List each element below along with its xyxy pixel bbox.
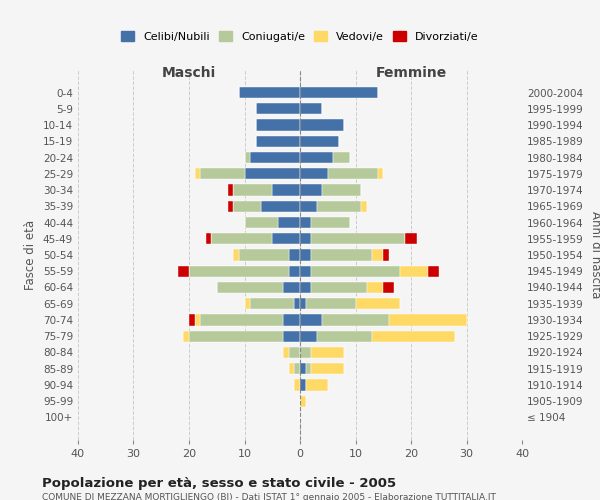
- Bar: [278, 217, 300, 228]
- Bar: [194, 168, 200, 179]
- Bar: [300, 298, 305, 310]
- Bar: [289, 250, 300, 260]
- Bar: [317, 200, 361, 212]
- Bar: [372, 250, 383, 260]
- Text: COMUNE DI MEZZANA MORTIGLIENGO (BI) - Dati ISTAT 1° gennaio 2005 - Elaborazione : COMUNE DI MEZZANA MORTIGLIENGO (BI) - Da…: [42, 492, 496, 500]
- Bar: [228, 200, 233, 212]
- Bar: [372, 330, 455, 342]
- Bar: [233, 250, 239, 260]
- Bar: [200, 168, 245, 179]
- Bar: [189, 266, 289, 277]
- Y-axis label: Anni di nascita: Anni di nascita: [589, 212, 600, 298]
- Bar: [245, 217, 278, 228]
- Bar: [300, 250, 311, 260]
- Bar: [383, 282, 394, 293]
- Bar: [311, 347, 344, 358]
- Bar: [300, 347, 311, 358]
- Bar: [239, 250, 289, 260]
- Bar: [245, 152, 250, 163]
- Bar: [361, 200, 367, 212]
- Text: Popolazione per età, sesso e stato civile - 2005: Popolazione per età, sesso e stato civil…: [42, 478, 396, 490]
- Bar: [256, 136, 300, 147]
- Bar: [256, 120, 300, 130]
- Bar: [289, 347, 300, 358]
- Bar: [305, 363, 311, 374]
- Bar: [300, 120, 344, 130]
- Bar: [228, 184, 233, 196]
- Bar: [194, 314, 200, 326]
- Bar: [300, 396, 305, 407]
- Bar: [211, 233, 272, 244]
- Bar: [283, 314, 300, 326]
- Bar: [178, 266, 189, 277]
- Bar: [300, 314, 322, 326]
- Bar: [311, 282, 367, 293]
- Bar: [428, 266, 439, 277]
- Bar: [295, 298, 300, 310]
- Bar: [261, 200, 300, 212]
- Legend: Celibi/Nubili, Coniugati/e, Vedovi/e, Divorziati/e: Celibi/Nubili, Coniugati/e, Vedovi/e, Di…: [118, 28, 482, 45]
- Bar: [322, 184, 361, 196]
- Bar: [300, 136, 339, 147]
- Bar: [334, 152, 350, 163]
- Bar: [300, 282, 311, 293]
- Bar: [289, 363, 295, 374]
- Bar: [300, 330, 317, 342]
- Bar: [233, 200, 261, 212]
- Bar: [300, 217, 311, 228]
- Bar: [305, 298, 355, 310]
- Bar: [300, 103, 322, 115]
- Bar: [245, 298, 250, 310]
- Bar: [283, 347, 289, 358]
- Bar: [383, 250, 389, 260]
- Bar: [311, 233, 406, 244]
- Bar: [367, 282, 383, 293]
- Bar: [300, 168, 328, 179]
- Bar: [300, 200, 317, 212]
- Bar: [295, 380, 300, 390]
- Bar: [184, 330, 189, 342]
- Bar: [305, 380, 328, 390]
- Bar: [389, 314, 467, 326]
- Bar: [317, 330, 372, 342]
- Bar: [311, 266, 400, 277]
- Bar: [250, 298, 295, 310]
- Bar: [400, 266, 428, 277]
- Text: Femmine: Femmine: [376, 66, 446, 80]
- Bar: [300, 184, 322, 196]
- Bar: [311, 217, 350, 228]
- Bar: [200, 314, 283, 326]
- Bar: [311, 250, 372, 260]
- Bar: [300, 380, 305, 390]
- Bar: [250, 152, 300, 163]
- Bar: [355, 298, 400, 310]
- Bar: [300, 152, 334, 163]
- Bar: [322, 314, 389, 326]
- Bar: [406, 233, 416, 244]
- Bar: [378, 168, 383, 179]
- Bar: [311, 363, 344, 374]
- Bar: [217, 282, 283, 293]
- Bar: [189, 330, 283, 342]
- Bar: [272, 233, 300, 244]
- Y-axis label: Fasce di età: Fasce di età: [25, 220, 37, 290]
- Text: Maschi: Maschi: [162, 66, 216, 80]
- Bar: [206, 233, 211, 244]
- Bar: [256, 103, 300, 115]
- Bar: [272, 184, 300, 196]
- Bar: [300, 363, 305, 374]
- Bar: [239, 87, 300, 98]
- Bar: [283, 330, 300, 342]
- Bar: [300, 87, 378, 98]
- Bar: [283, 282, 300, 293]
- Bar: [189, 314, 194, 326]
- Bar: [295, 363, 300, 374]
- Bar: [233, 184, 272, 196]
- Bar: [300, 233, 311, 244]
- Bar: [289, 266, 300, 277]
- Bar: [300, 266, 311, 277]
- Bar: [245, 168, 300, 179]
- Bar: [328, 168, 378, 179]
